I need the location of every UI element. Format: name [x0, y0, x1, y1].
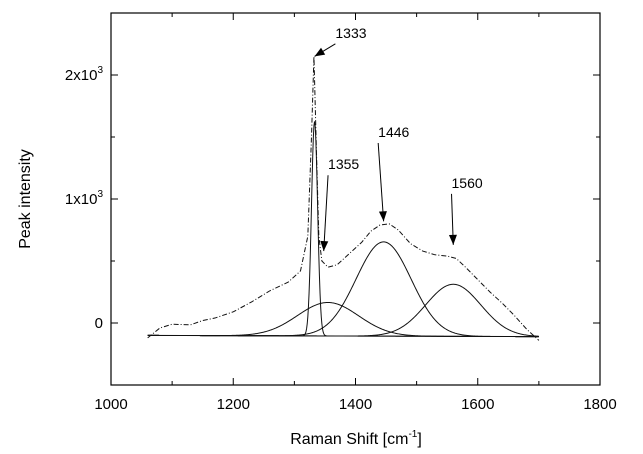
x-axis-title-end: ] [417, 431, 421, 448]
x-axis-title-main: Raman Shift [cm [290, 431, 408, 448]
x-tick-label: 1200 [217, 396, 250, 413]
plot-frame [110, 12, 601, 386]
measured-spectrum [147, 56, 540, 341]
x-tick-label: 1000 [94, 396, 127, 413]
fitted-peak-1446 [147, 241, 539, 338]
y-tick-label: 2x103 [65, 65, 104, 84]
annotation-arrowhead-1333 [314, 47, 326, 57]
annotation-arrowhead-1355 [320, 240, 329, 252]
axis-layer: 1000 1200 1400 1600 1800 0 1x103 2x103 [65, 12, 617, 413]
x-axis-title: Raman Shift [cm-1] [290, 429, 422, 448]
annotation-label-1355: 1355 [328, 156, 359, 172]
x-axis-title-superscript: -1 [408, 429, 417, 440]
fitted-peak-1560 [147, 283, 539, 337]
annotation-layer: 1333 1355 1446 1560 [314, 25, 483, 252]
y-tick-label: 0 [95, 315, 103, 332]
annotation-label-1333: 1333 [335, 25, 366, 41]
annotation-arrow-1355 [323, 175, 329, 252]
x-tick-label: 1800 [583, 396, 616, 413]
annotation-arrowhead-1446 [378, 211, 387, 222]
x-tick-label: 1400 [339, 396, 372, 413]
curve-layer [147, 56, 540, 341]
y-axis-title: Peak intensity [17, 149, 34, 249]
y-tick-label: 1x103 [65, 189, 104, 208]
annotation-label-1560: 1560 [452, 175, 483, 191]
annotation-arrow-1446 [377, 142, 385, 222]
annotation-arrowhead-1560 [448, 234, 457, 245]
annotation-label-1446: 1446 [378, 124, 409, 140]
x-tick-label: 1600 [461, 396, 494, 413]
